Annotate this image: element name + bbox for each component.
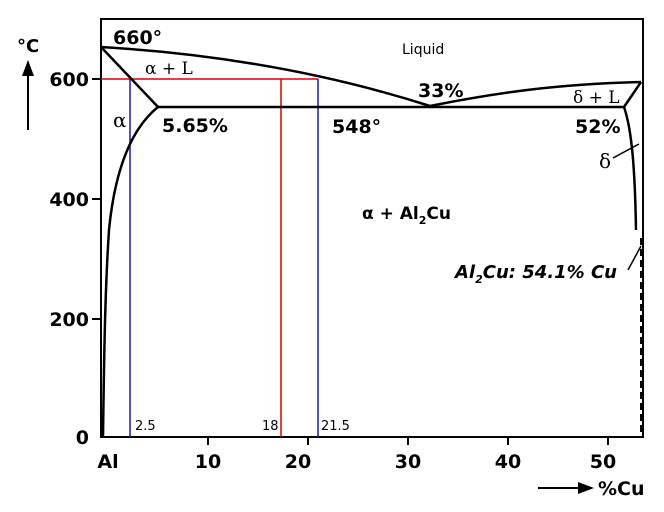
compound-suffix: Cu: 54.1% Cu xyxy=(483,262,617,283)
x-axis-arrow-head xyxy=(578,482,594,494)
liquid-region-label: Liquid xyxy=(402,42,444,58)
solvus-delta xyxy=(622,106,638,231)
compound-subscript: 2 xyxy=(475,273,483,286)
y-tick-label-400: 400 xyxy=(49,189,89,211)
solidus-delta xyxy=(622,81,643,108)
compound-prefix: Al xyxy=(453,262,476,283)
compound-label: Al2Cu: 54.1% Cu xyxy=(453,262,617,286)
x-tick-label-40: 40 xyxy=(495,451,521,473)
x-tick-label-10: 10 xyxy=(195,451,221,473)
x-axis-unit: %Cu xyxy=(598,478,645,500)
solvus-alpha xyxy=(101,106,159,438)
delta-pointer xyxy=(612,143,640,159)
plot-frame xyxy=(100,18,644,438)
melting-point-label: 660° xyxy=(113,27,162,49)
y-tick-label-200: 200 xyxy=(49,309,89,331)
line-2-5-label: 2.5 xyxy=(135,419,156,434)
line-21-5-label: 21.5 xyxy=(321,419,350,434)
alpha-al2cu-suffix: Cu xyxy=(426,204,451,224)
delta-liquid-region-label: δ + L xyxy=(573,88,620,108)
liquidus-left xyxy=(100,45,431,108)
alpha-solubility-label: 5.65% xyxy=(162,115,228,137)
x-tick-label-30: 30 xyxy=(395,451,421,473)
delta-solubility-label: 52% xyxy=(575,116,620,138)
delta-phase-label: δ xyxy=(599,149,611,173)
alpha-al2cu-subscript: 2 xyxy=(419,214,427,227)
eutectic-composition-label: 33% xyxy=(418,80,463,102)
liquidus-right xyxy=(429,80,642,108)
compound-pointer xyxy=(627,245,642,271)
x-tick-label-20: 20 xyxy=(285,451,311,473)
x-tick-label-50: 50 xyxy=(590,451,616,473)
y-tick-label-600: 600 xyxy=(49,69,89,91)
x-tick-label-al: Al xyxy=(97,451,118,473)
y-axis-unit: °C xyxy=(17,36,39,57)
alpha-al2cu-prefix: α + Al xyxy=(362,204,419,224)
y-tick-label-0: 0 xyxy=(76,427,89,449)
solidus-alpha xyxy=(100,46,159,108)
alpha-liquid-region-label: α + L xyxy=(145,59,193,79)
eutectic-temperature-label: 548° xyxy=(332,116,381,138)
y-axis-arrow-head xyxy=(22,60,34,76)
alpha-phase-label: α xyxy=(113,108,127,132)
line-18-label: 18 xyxy=(262,419,279,434)
alpha-al2cu-region-label: α + Al2Cu xyxy=(362,204,451,227)
